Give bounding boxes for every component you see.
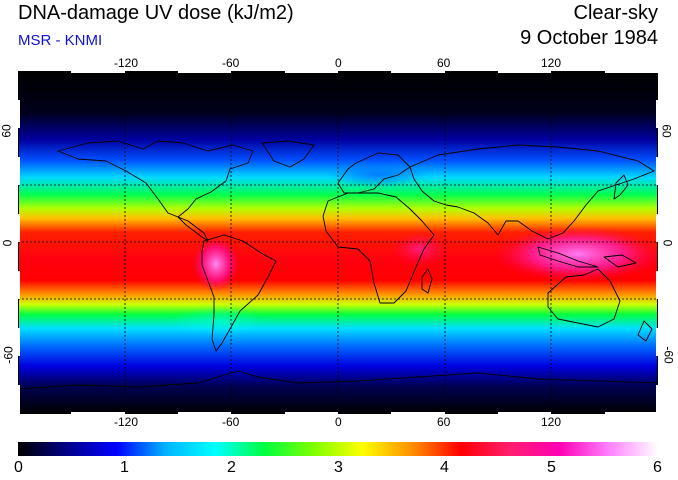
lon-label-top-0: 0 [335, 56, 342, 70]
colorbar-label-5: 5 [547, 459, 556, 476]
coastline-madagascar [421, 268, 433, 294]
coastline-indonesia [537, 246, 599, 268]
lat-label-right-0: 0 [660, 239, 675, 247]
colorbar-label-1: 1 [120, 459, 129, 476]
frame-scale-bars [18, 71, 658, 414]
coastline-new-zealand [637, 320, 653, 342]
lon-label-bottom-60w: -60 [222, 415, 240, 429]
colorbar-label-6: 6 [653, 459, 662, 476]
hotspot-western-pacific [493, 226, 658, 282]
coastline-south-america [201, 234, 277, 352]
sky-condition-label: Clear-sky [573, 2, 658, 24]
colorbar [18, 442, 658, 456]
uv-dose-map [18, 71, 658, 414]
colorbar-label-0: 0 [14, 459, 23, 476]
lon-label-bottom-120w: -120 [114, 415, 139, 429]
lon-label-top-60w: -60 [222, 56, 240, 70]
cyan-south-pacific [168, 307, 268, 335]
coastline-central-america [177, 216, 209, 242]
lon-label-bottom-0: 0 [335, 415, 342, 429]
coastline-japan [613, 174, 629, 200]
map-title: DNA-damage UV dose (kJ/m2) [18, 2, 294, 24]
lat-label-right-60s: -60 [661, 346, 676, 364]
lat-label-left-60s: -60 [1, 346, 16, 364]
coastline-australia [547, 268, 621, 328]
hotspot-east-africa [390, 231, 450, 267]
lat-label-left-0: 0 [0, 239, 15, 247]
lat-label-right-60n: 60 [659, 124, 674, 138]
source-label: MSR - KNMI [18, 32, 103, 49]
cooler-north-atlantic [328, 163, 428, 187]
coastline-asia [409, 144, 655, 240]
hotspot-andes [192, 236, 240, 292]
colorbar-label-3: 3 [334, 459, 343, 476]
coastlines [18, 140, 658, 390]
graticule [18, 71, 658, 414]
coastline-greenland [261, 140, 315, 168]
coastline-north-america [57, 140, 254, 218]
lon-label-bottom-120e: 120 [541, 415, 562, 429]
lon-label-top-120e: 120 [541, 56, 562, 70]
lon-label-top-120w: -120 [114, 56, 139, 70]
lat-label-left-60n: 60 [0, 124, 14, 138]
colorbar-label-4: 4 [440, 459, 449, 476]
colorbar-label-2: 2 [227, 459, 236, 476]
coastline-new-guinea [603, 254, 637, 268]
coastline-antarctica [18, 370, 658, 390]
lon-label-top-60e: 60 [437, 56, 451, 70]
date-label: 9 October 1984 [520, 27, 658, 49]
lon-label-bottom-60e: 60 [437, 415, 451, 429]
